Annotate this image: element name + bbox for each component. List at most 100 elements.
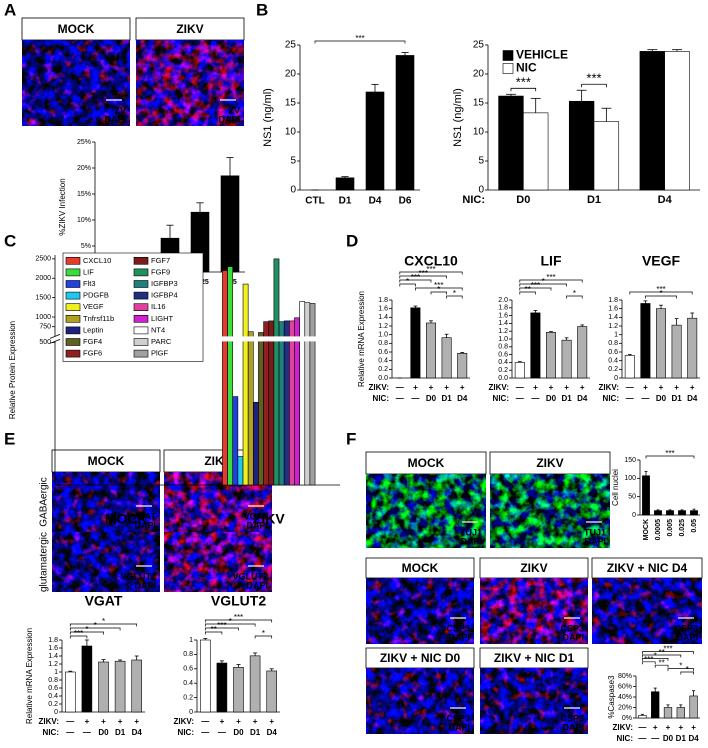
y-tick-label: 0.2 <box>48 701 58 708</box>
panel-letter: A <box>4 0 16 19</box>
y-tick-label: 0 <box>54 709 58 716</box>
y-tick-label: 0.4 <box>183 680 193 687</box>
legend-swatch <box>65 314 81 323</box>
micrograph <box>52 532 160 592</box>
significance-bracket <box>667 668 694 672</box>
significance-label: * <box>437 285 440 294</box>
significance-label: *** <box>663 645 672 654</box>
x-tick-label: D1 <box>676 734 687 743</box>
stain-label: VGAT <box>244 511 269 521</box>
bar <box>335 177 355 191</box>
legend-swatch <box>133 349 149 358</box>
stain-label: DAPI <box>104 114 126 124</box>
significance-label: *** <box>586 71 601 86</box>
x-tick-label: D1 <box>115 728 126 737</box>
bar <box>577 326 588 379</box>
x-tick-label: + <box>101 717 106 726</box>
bar <box>114 660 126 713</box>
significance-bracket <box>69 627 121 631</box>
significance-bracket <box>519 283 567 287</box>
bar <box>283 320 290 486</box>
bar <box>410 307 421 379</box>
y-tick-label: 1.4 <box>48 653 58 660</box>
stain-label: DAPI <box>562 632 584 642</box>
bar <box>639 51 665 191</box>
legend-label: PDGFB <box>83 291 109 300</box>
chart-title: VGAT <box>85 593 123 609</box>
bar <box>263 321 270 486</box>
y-tick-label: 25 <box>473 40 485 51</box>
legend-label: IGFBP4 <box>151 291 178 300</box>
x-tick-label: — <box>66 717 74 726</box>
bar <box>426 322 436 379</box>
chart-title: LIF <box>541 253 562 269</box>
stain-label: DAPI <box>218 114 240 124</box>
micrograph <box>480 578 588 644</box>
significance-bracket <box>69 635 88 639</box>
bar <box>268 320 275 486</box>
x-tick-label: + <box>564 383 569 392</box>
significance-bracket <box>566 295 583 299</box>
micrograph <box>22 40 130 126</box>
x-tick-label: — <box>638 723 646 732</box>
y-axis-label: Cell nuclei <box>611 469 620 506</box>
bar <box>247 331 254 486</box>
y-tick-label: 0.6 <box>378 349 388 356</box>
panel-letter: B <box>256 0 268 19</box>
y-tick-label: 0 <box>290 185 296 196</box>
x-tick-label: + <box>460 383 465 392</box>
y-tick-label: 150 <box>624 457 636 464</box>
legend-label: FGF4 <box>83 337 102 346</box>
legend-swatch <box>133 314 149 323</box>
x-tick-label: D1 <box>671 394 682 403</box>
y-axis-label: NS1 (ng/ml) <box>452 88 464 147</box>
x-row-label: NIC: <box>43 728 59 737</box>
significance-label: *** <box>411 273 420 282</box>
bar <box>690 510 698 516</box>
y-tick-label: 0 <box>478 185 484 196</box>
x-row-label: ZIKV: <box>39 717 59 726</box>
x-tick-label: D4 <box>688 734 699 743</box>
significance-label: * <box>262 629 265 638</box>
x-tick-label: 0.05 <box>691 519 698 533</box>
significance-label: * <box>94 621 97 630</box>
y-tick-label: 0 <box>614 375 618 382</box>
row-label: glutamatergic <box>39 532 50 592</box>
y-tick-label: 1 <box>189 637 193 644</box>
panel-letter: C <box>4 231 16 250</box>
x-tick-label: D1 <box>561 394 572 403</box>
significance-label: * <box>229 617 232 626</box>
y-tick-label: 0.6 <box>183 666 193 673</box>
x-tick-label: MOCK <box>643 519 650 540</box>
y-tick-label: 0.6 <box>608 349 618 356</box>
y-tick-label: 5 <box>290 156 296 167</box>
y-tick-label: 1500 <box>35 294 51 301</box>
micrograph <box>136 40 244 126</box>
bar <box>457 352 468 379</box>
stain-label: TUJ1 <box>584 527 606 537</box>
significance-label: *** <box>419 269 428 278</box>
y-axis-label: NS1 (ng/ml) <box>262 88 274 147</box>
bar <box>671 324 682 379</box>
bar <box>294 317 300 486</box>
legend-swatch <box>65 338 81 346</box>
significance-bracket <box>314 40 406 44</box>
bar <box>546 332 556 379</box>
x-tick-label: 0.0005 <box>655 519 662 541</box>
stain-label: DAPI <box>460 536 482 546</box>
x-row-label: ZIKV: <box>369 383 389 392</box>
micrograph <box>490 474 610 548</box>
bar <box>687 317 698 379</box>
x-tick-label: + <box>236 717 241 726</box>
x-tick-label: — <box>396 383 404 392</box>
bar <box>65 671 76 713</box>
x-tick-label: + <box>85 717 90 726</box>
image-title: MOCK <box>408 456 445 470</box>
stain-label: CSP3 <box>560 623 584 633</box>
x-tick-label: — <box>638 734 646 743</box>
stain-label: VGLUT2 <box>120 571 156 581</box>
significance-bracket <box>399 275 447 279</box>
image-title: ZIKV <box>520 561 547 575</box>
x-tick-label: — <box>396 394 404 403</box>
stain-label: TUJ1 <box>460 527 482 537</box>
